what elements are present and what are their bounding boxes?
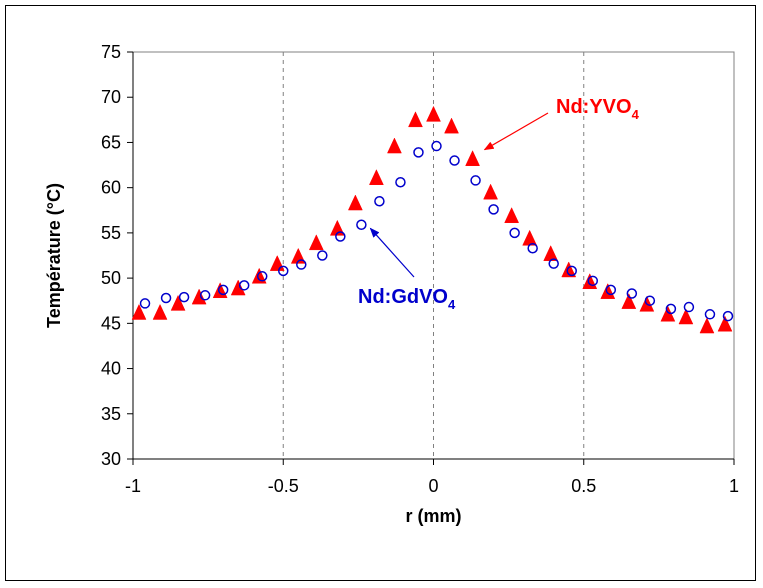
circle-point [160, 292, 172, 304]
circle-point [509, 227, 520, 239]
triangle-point [131, 303, 147, 320]
triangle-point [717, 315, 733, 332]
circle-point [626, 288, 638, 299]
circle-point [704, 309, 716, 320]
triangle-point [230, 279, 246, 296]
triangle-point [621, 293, 637, 309]
circle-point [139, 298, 151, 309]
circle-point [431, 140, 442, 152]
annotation-ndyvo4: Nd:YVO4 [556, 96, 640, 122]
circle-point [566, 265, 577, 277]
series-nd-gdvo4 [139, 140, 734, 322]
circle-point [178, 291, 190, 303]
y-tick-label: 65 [101, 132, 121, 152]
circle-point [449, 155, 460, 166]
triangle-point [408, 111, 423, 128]
triangle-point [522, 229, 538, 246]
chart-frame [5, 5, 756, 581]
circle-point [665, 303, 677, 315]
y-tick-label: 35 [101, 404, 121, 424]
triangle-point [387, 137, 402, 154]
circle-point [413, 147, 424, 158]
triangle-point [483, 183, 498, 200]
circle-point [356, 219, 367, 230]
circle-point [548, 258, 559, 269]
triangle-point [561, 261, 577, 278]
circle-point [587, 275, 599, 287]
y-tick-labels: 30 35 40 45 50 55 60 65 70 75 [101, 42, 121, 469]
triangle-point [426, 105, 441, 122]
x-tick-labels: -1 -0.5 0 0.5 1 [125, 476, 739, 496]
x-axis-title: r (mm) [405, 506, 461, 526]
circle-point [278, 265, 289, 277]
triangle-point [152, 303, 168, 320]
y-tick-label: 40 [101, 359, 121, 379]
y-tick-label: 30 [101, 449, 121, 469]
circle-point [296, 259, 307, 270]
triangle-point [191, 288, 207, 305]
triangle-point [444, 117, 459, 134]
x-tick-label: 0.5 [571, 476, 596, 496]
circle-point [470, 175, 481, 186]
y-tick-label: 45 [101, 313, 121, 333]
triangle-point [504, 207, 520, 223]
circle-point [335, 231, 346, 242]
triangle-point [308, 234, 324, 251]
y-tick-label: 50 [101, 268, 121, 288]
circle-point [395, 176, 406, 188]
y-tick-label: 55 [101, 223, 121, 243]
circle-point [199, 290, 211, 301]
y-tick-label: 60 [101, 178, 121, 198]
circle-point [644, 295, 656, 306]
x-tick-label: 0 [428, 476, 438, 496]
triangle-point [170, 294, 186, 311]
circle-point [605, 284, 617, 296]
triangle-point [678, 308, 694, 325]
circle-point [217, 284, 229, 296]
annotations: Nd:YVO4 Nd:GdVO4 [358, 96, 640, 312]
circle-point [238, 280, 250, 291]
triangle-point [465, 150, 480, 166]
triangle-point [269, 255, 285, 271]
triangle-point [251, 267, 267, 284]
annotation-arrow-ndgdvo4 [369, 227, 415, 278]
y-tick-label: 75 [101, 42, 121, 62]
x-tick-label: -0.5 [268, 476, 299, 496]
y-axis-title: Température (°C) [44, 183, 64, 328]
annotation-arrow-ndyvo4 [483, 112, 549, 151]
triangle-point [369, 169, 384, 185]
data-marks [131, 105, 734, 334]
circle-point [256, 271, 268, 282]
triangle-point [543, 245, 559, 261]
circle-point [527, 243, 538, 254]
circle-point [374, 195, 385, 207]
triangle-point [660, 305, 676, 322]
x-tick-label: -1 [125, 476, 141, 496]
axes [127, 51, 735, 465]
circle-point [683, 301, 695, 313]
annotation-ndgdvo4: Nd:GdVO4 [358, 286, 456, 312]
x-tick-label: 1 [729, 476, 739, 496]
triangle-point [347, 194, 363, 211]
circle-point [317, 250, 328, 261]
y-tick-label: 70 [101, 87, 121, 107]
circle-point [488, 204, 499, 215]
circle-point [722, 310, 734, 322]
triangle-point [699, 317, 715, 334]
